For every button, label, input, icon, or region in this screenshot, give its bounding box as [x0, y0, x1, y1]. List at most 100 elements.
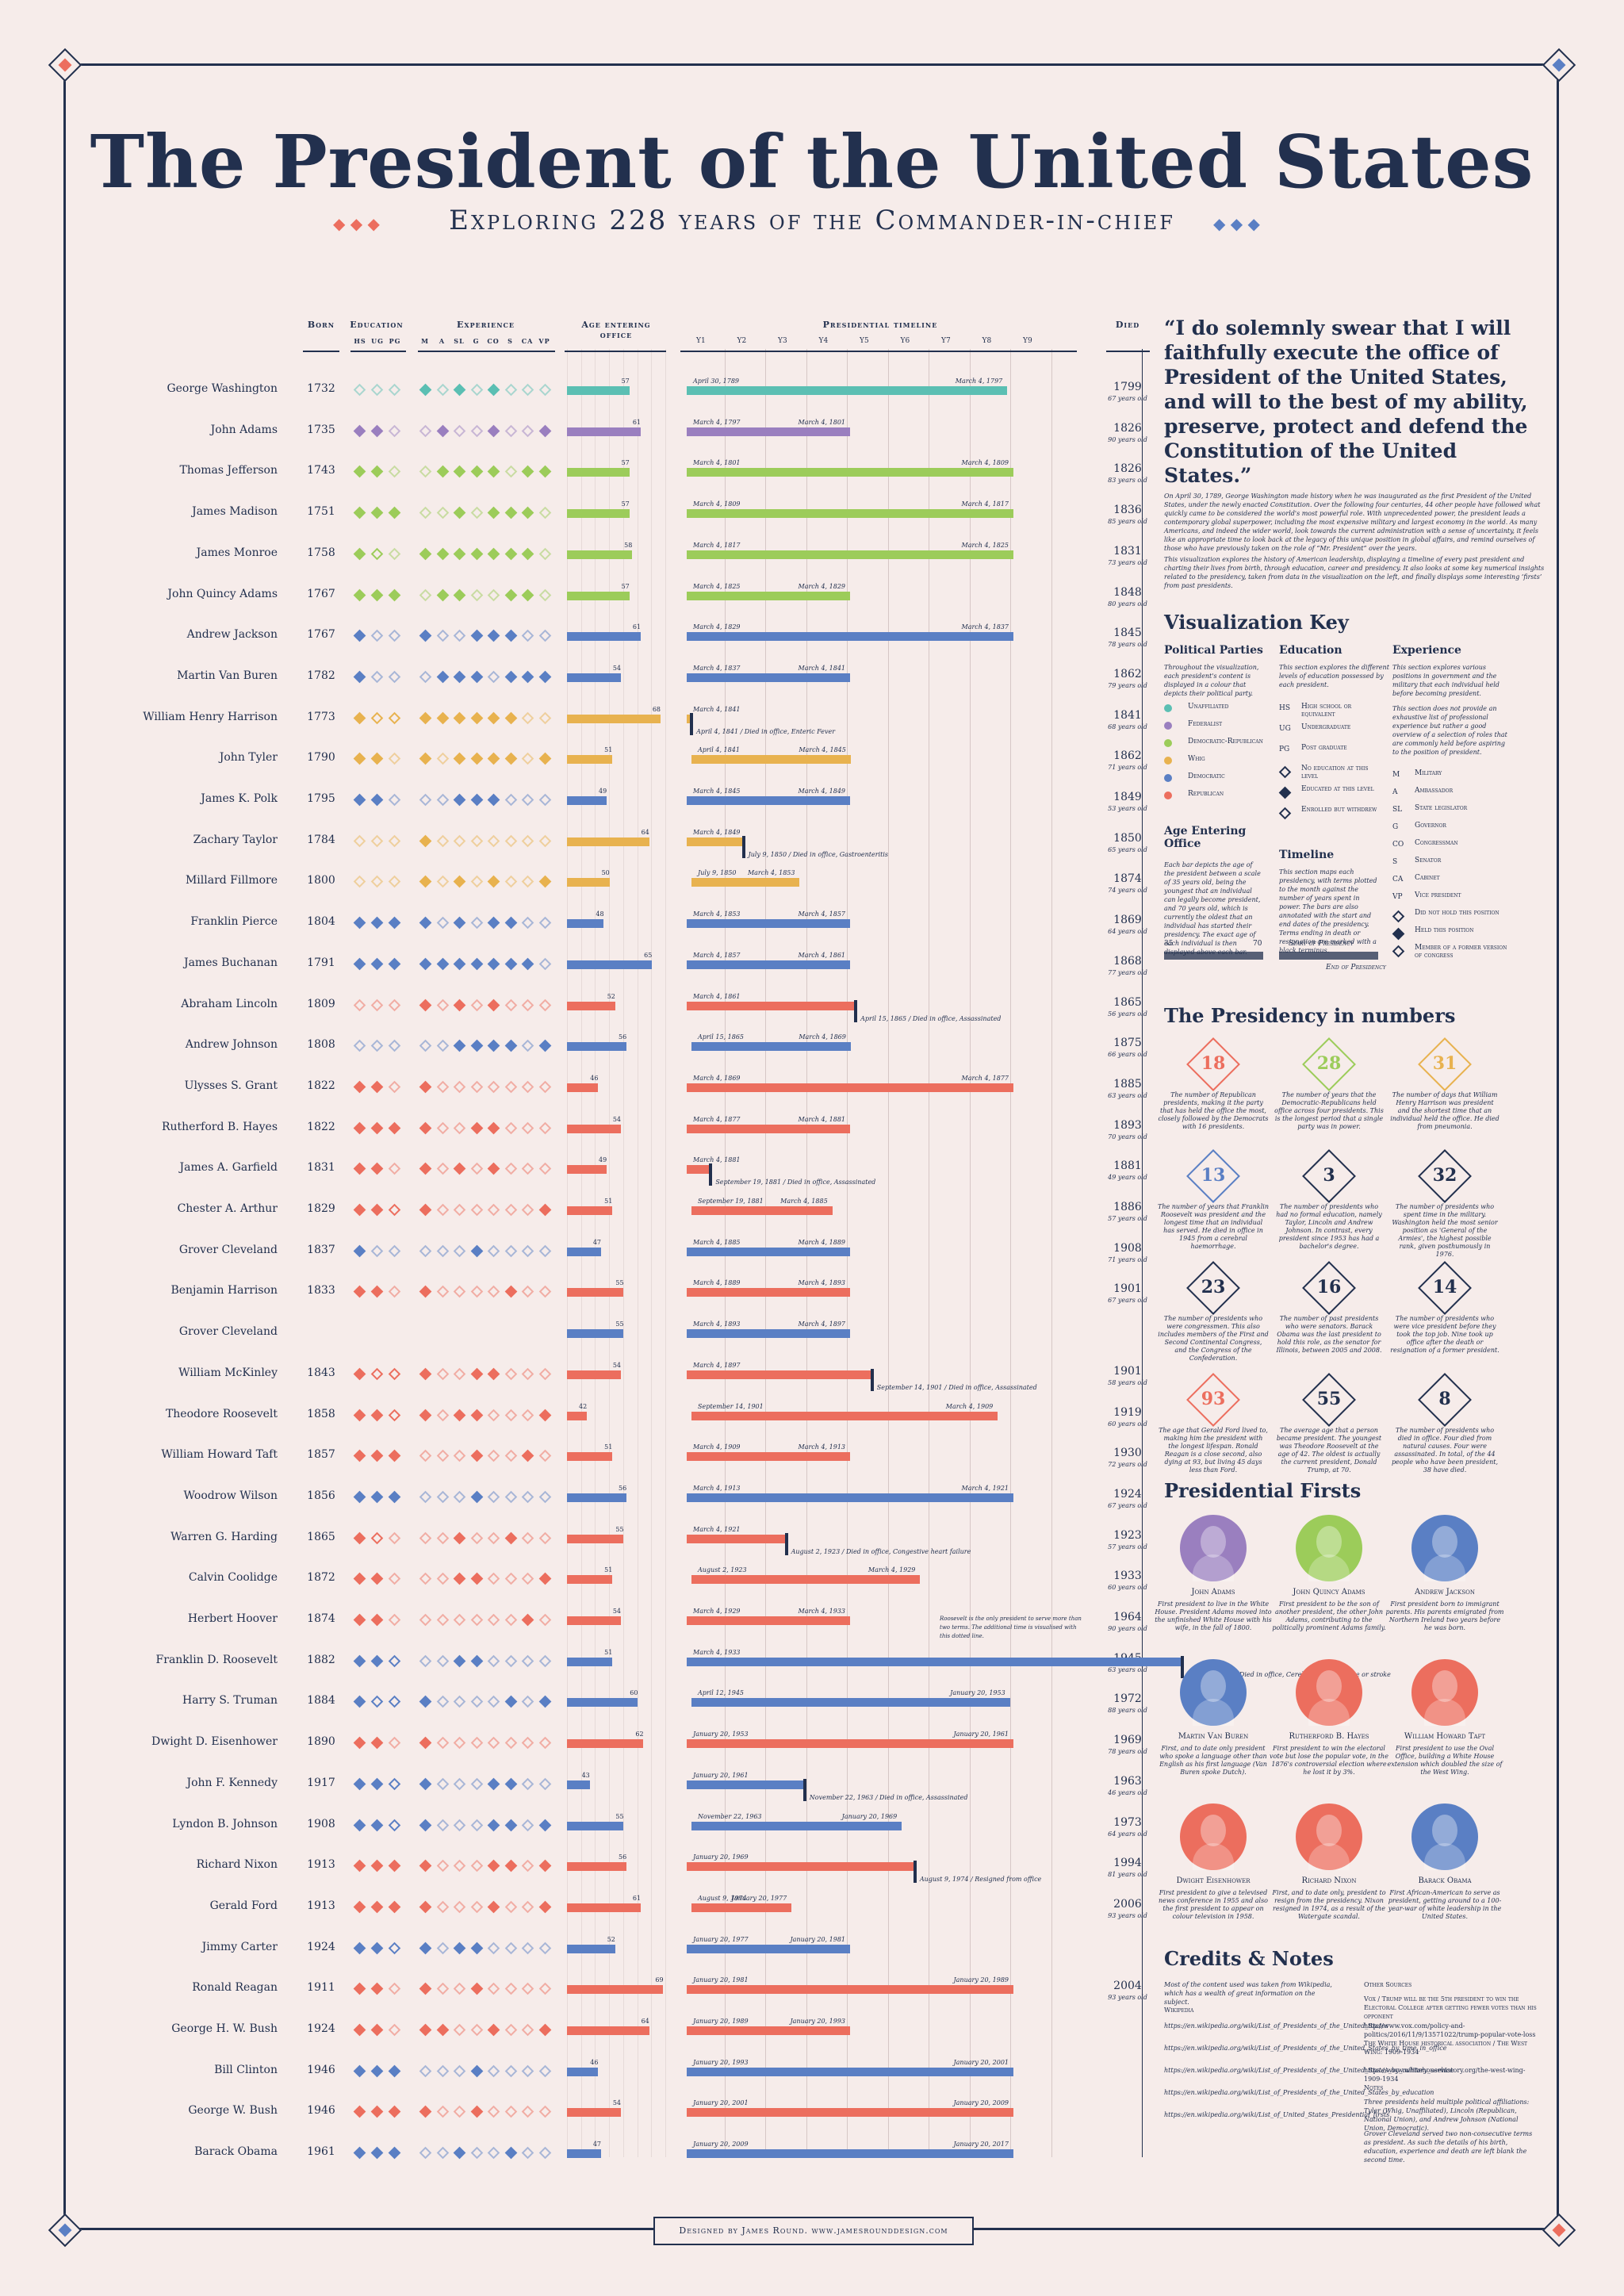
first-desc: First president to be the son of another… — [1272, 1600, 1386, 1631]
experience-diamond — [470, 2106, 483, 2118]
president-name: Jimmy Carter — [201, 1940, 278, 1953]
age-label: 46 — [590, 2058, 599, 2066]
age-label: 68 — [652, 705, 661, 713]
experience-diamond — [470, 1573, 483, 1585]
timeline-start-date: September 14, 1901 — [698, 1402, 764, 1410]
president-name: Chester A. Arthur — [177, 1202, 278, 1215]
education-diamond — [388, 1777, 401, 1791]
timeline-key-start: Start of Presidency — [1289, 940, 1354, 948]
education-diamond — [388, 1613, 401, 1627]
experience-diamond — [419, 834, 432, 847]
experience-diamond — [521, 1777, 534, 1791]
experience-diamond — [470, 506, 483, 519]
experience-diamond — [538, 957, 551, 971]
experience-diamond — [419, 670, 432, 684]
experience-diamond — [504, 1859, 517, 1872]
experience-diamond — [419, 1983, 432, 1995]
number-value: 18 — [1201, 1053, 1226, 1074]
parties-desc: Throughout the visualization, each presi… — [1164, 664, 1259, 697]
education-diamond — [370, 1654, 384, 1667]
died-age: 83 years old — [1108, 477, 1147, 485]
timeline-start-date: March 4, 1921 — [693, 1525, 741, 1533]
experience-diamond — [419, 1736, 432, 1750]
experience-diamond — [436, 1573, 449, 1585]
experience-diamond — [504, 547, 517, 561]
education-diamond — [353, 1039, 366, 1052]
education-diamond — [370, 1777, 384, 1791]
timeline-start-date: March 4, 1817 — [693, 541, 741, 549]
education-diamond — [353, 1531, 366, 1544]
timeline-start-date: March 4, 1877 — [693, 1115, 741, 1123]
timeline-end-date: March 4, 1933 — [798, 1608, 846, 1615]
age-label: 57 — [621, 378, 630, 385]
died-year: 1919 — [1113, 1405, 1142, 1419]
timeline-start-date: March 4, 1857 — [693, 951, 741, 959]
age-bar — [567, 427, 641, 436]
president-portrait — [1180, 1803, 1247, 1870]
timeline-key-bar — [1279, 952, 1378, 960]
experience-diamond — [538, 2146, 551, 2160]
timeline-start-date: April 4, 1841 — [698, 746, 740, 754]
president-name: Martin Van Buren — [177, 669, 278, 682]
experience-diamond — [538, 2106, 551, 2118]
experience-diamond — [470, 1367, 483, 1381]
timeline-end-date: April 12, 1945 / Died in office, Cerebra… — [1187, 1670, 1391, 1678]
education-diamond — [370, 1080, 384, 1094]
experience-diamond — [453, 2146, 466, 2160]
age-key-desc: Each bar depicts the age of the presiden… — [1164, 861, 1261, 956]
timeline-end-date: March 4, 1857 — [798, 910, 846, 918]
age-bar — [567, 1001, 615, 1010]
timeline-end-date: January 20, 2009 — [953, 2099, 1009, 2107]
experience-diamond — [436, 670, 449, 684]
experience-diamond — [453, 670, 466, 684]
timeline-start-date: March 4, 1837 — [693, 664, 741, 672]
header-exp-sl: SL — [454, 337, 465, 345]
header-exp-g: G — [473, 337, 480, 345]
education-diamond — [388, 753, 401, 765]
age-bar — [567, 1452, 613, 1462]
died-year: 1845 — [1113, 627, 1142, 640]
experience-diamond — [419, 629, 432, 642]
timeline-end-date: April 15, 1865 / Died in office, Assassi… — [860, 1014, 1002, 1022]
education-diamond — [353, 506, 366, 519]
age-bar — [567, 1534, 624, 1543]
experience-diamond — [504, 1900, 517, 1914]
education-diamond — [353, 424, 366, 437]
experience-diamond — [538, 711, 551, 724]
education-diamond — [370, 1244, 384, 1257]
age-label: 43 — [581, 1771, 590, 1779]
age-bar — [567, 796, 607, 805]
education-diamond — [353, 1121, 366, 1134]
experience-diamond — [470, 753, 483, 765]
experience-diamond — [487, 1286, 500, 1298]
experience-diamond — [470, 1983, 483, 1995]
education-diamond — [353, 753, 366, 765]
age-label: 50 — [601, 869, 610, 877]
president-name: Grover Cleveland — [178, 1325, 278, 1339]
experience-diamond — [487, 1696, 500, 1708]
education-diamond — [388, 466, 401, 478]
credit-left: https://en.wikipedia.org/wiki/List_of_Pr… — [1164, 2045, 1447, 2052]
died-age: 70 years old — [1108, 1133, 1147, 1140]
first-desc: First, and to date only, president to re… — [1272, 1889, 1386, 1920]
timeline-start-date: March 4, 1893 — [693, 1320, 741, 1328]
education-label: High school or equivalent — [1301, 703, 1352, 719]
experience-diamond — [504, 1819, 517, 1831]
experience-diamond — [436, 793, 449, 807]
age-bar — [567, 2108, 621, 2118]
timeline-key-title: Timeline — [1279, 849, 1335, 861]
timeline-end-date: March 4, 1869 — [799, 1033, 846, 1041]
age-bar — [567, 1247, 601, 1256]
education-diamond — [388, 1244, 401, 1257]
born-year: 1857 — [307, 1448, 335, 1462]
experience-diamond — [453, 1900, 466, 1914]
oath-quote: “I do solemnly swear that I will faithfu… — [1164, 316, 1528, 487]
experience-diamond — [453, 1244, 466, 1257]
number-desc: The number of years that the Democratic-… — [1274, 1091, 1384, 1130]
timeline-tick-y8: Y8 — [982, 337, 992, 345]
experience-diamond — [504, 1449, 517, 1462]
portrait-body — [1193, 1699, 1234, 1726]
experience-diamond — [504, 383, 517, 397]
experience-diamond — [436, 1736, 449, 1750]
experience-diamond — [419, 1573, 432, 1585]
